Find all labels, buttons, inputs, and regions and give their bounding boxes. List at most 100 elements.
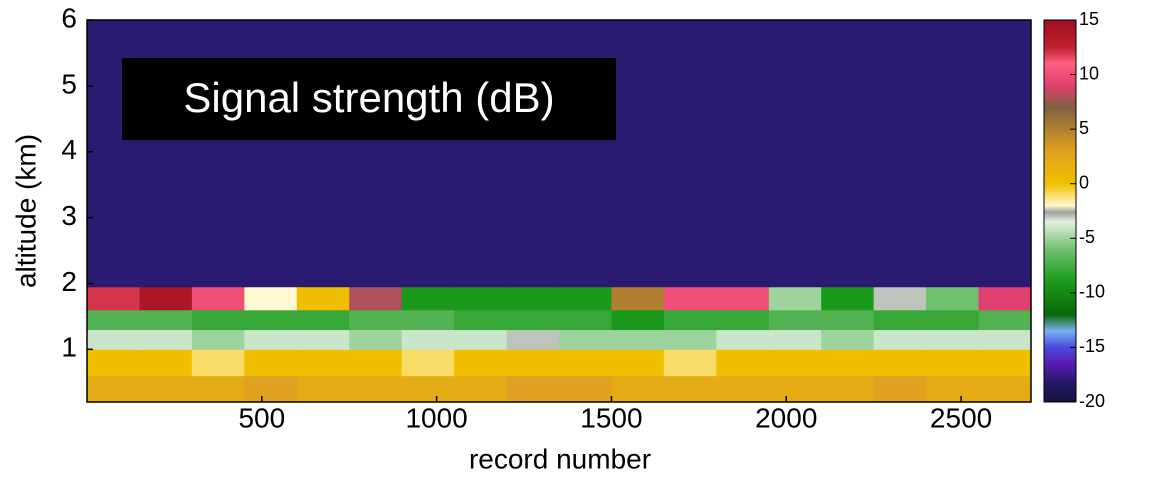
heatmap-cell [611, 286, 665, 311]
heatmap-cell [506, 349, 560, 377]
heatmap-cell [768, 286, 822, 311]
heatmap-cell [139, 349, 193, 377]
x-tick-label: 1500 [580, 402, 642, 433]
heatmap-cell [768, 329, 822, 350]
heatmap-cell [873, 286, 927, 311]
heatmap-cell [191, 349, 245, 377]
heatmap-cell [821, 349, 875, 377]
y-tick-label: 6 [61, 2, 77, 33]
heatmap-cell [821, 375, 875, 403]
heatmap-cell [559, 286, 612, 311]
heatmap-cell [454, 286, 508, 311]
heatmap-cell [978, 375, 1032, 403]
heatmap-cell [926, 375, 980, 403]
heatmap-cell [559, 329, 612, 350]
heatmap-cell [926, 309, 980, 331]
heatmap-cell [873, 309, 927, 331]
y-tick-label: 1 [61, 332, 77, 363]
colorbar-tick-label: -10 [1079, 282, 1105, 302]
heatmap-cell [873, 375, 927, 403]
colorbar-tick-label: -20 [1079, 391, 1105, 411]
plot-frame [86, 19, 1032, 403]
heatmap-cell [716, 309, 770, 331]
heatmap-cell [349, 309, 403, 331]
heatmap-cell [349, 349, 403, 377]
heatmap-cell [454, 329, 508, 350]
heatmap-cell [401, 349, 455, 377]
heatmap-cell [349, 329, 403, 350]
heatmap-cell [611, 349, 665, 377]
heatmap-cell [663, 375, 717, 403]
heatmap-cell [139, 329, 193, 350]
heatmap-cell [296, 286, 350, 311]
heatmap-cell [139, 375, 193, 403]
heatmap-cell [663, 349, 717, 377]
heatmap-cell [926, 286, 980, 311]
heatmap-cell [87, 375, 140, 403]
heatmap-cell [926, 349, 980, 377]
heatmap-cell [978, 286, 1032, 311]
x-tick-label: 1000 [405, 402, 467, 433]
heatmap-cell [87, 286, 140, 311]
heatmap-cell [611, 309, 665, 331]
heatmap-cell [296, 349, 350, 377]
heatmap-cell [873, 349, 927, 377]
heatmap-cell [821, 20, 875, 288]
heatmap-cell [87, 309, 140, 331]
heatmap-cell [506, 286, 560, 311]
heatmap-cell [926, 20, 980, 288]
y-tick-label: 5 [61, 68, 77, 99]
colorbar-tick-label: -15 [1079, 336, 1105, 356]
x-axis-label: record number [469, 443, 651, 474]
heatmap-cell [821, 329, 875, 350]
heatmap-cell [663, 20, 717, 288]
heatmap-cell [401, 329, 455, 350]
x-tick-label: 500 [238, 402, 285, 433]
heatmap-cell [821, 309, 875, 331]
heatmap-cell [926, 329, 980, 350]
heatmap-cell [244, 349, 298, 377]
heatmap-cell [978, 309, 1032, 331]
heatmap-cell [716, 329, 770, 350]
y-tick-label: 4 [61, 134, 77, 165]
heatmap-cell [716, 349, 770, 377]
heatmap-cell [821, 286, 875, 311]
colorbar-tick-label: 15 [1079, 9, 1099, 29]
heatmap-cell [87, 329, 140, 350]
heatmap-cell [244, 309, 298, 331]
heatmap-cell [716, 286, 770, 311]
heatmap-cell [349, 286, 403, 311]
heatmap-cell [873, 20, 927, 288]
heatmap-cell [506, 309, 560, 331]
heatmap-cell [401, 375, 455, 403]
heatmap-cell [611, 375, 665, 403]
heatmap-cell [611, 329, 665, 350]
heatmap-cell [296, 329, 350, 350]
x-tick-label: 2000 [755, 402, 817, 433]
heatmap-cell [559, 349, 612, 377]
heatmap-cell [768, 309, 822, 331]
heatmap-cell [663, 286, 717, 311]
heatmap-cell [401, 286, 455, 311]
title-box [122, 58, 616, 140]
heatmap-cell [873, 329, 927, 350]
y-axis-label: altitude (km) [10, 134, 41, 288]
heatmap-cell [244, 375, 298, 403]
heatmap-cell [768, 349, 822, 377]
heatmap-cell [663, 309, 717, 331]
colorbar-tick-label: 0 [1079, 172, 1089, 192]
heatmap-cell [191, 286, 245, 311]
y-tick-label: 3 [61, 200, 77, 231]
heatmap-cell [191, 329, 245, 350]
heatmap-cell [191, 309, 245, 331]
x-tick-label: 2500 [930, 402, 992, 433]
colorbar-tick-label: 5 [1079, 118, 1089, 138]
heatmap-cell [296, 309, 350, 331]
heatmap-cell [87, 349, 140, 377]
heatmap-cell [768, 375, 822, 403]
heatmap-cell [716, 20, 770, 288]
heatmap-cell [716, 375, 770, 403]
heatmap-cell [506, 375, 560, 403]
chart-title: Signal strength (dB) [183, 74, 554, 121]
